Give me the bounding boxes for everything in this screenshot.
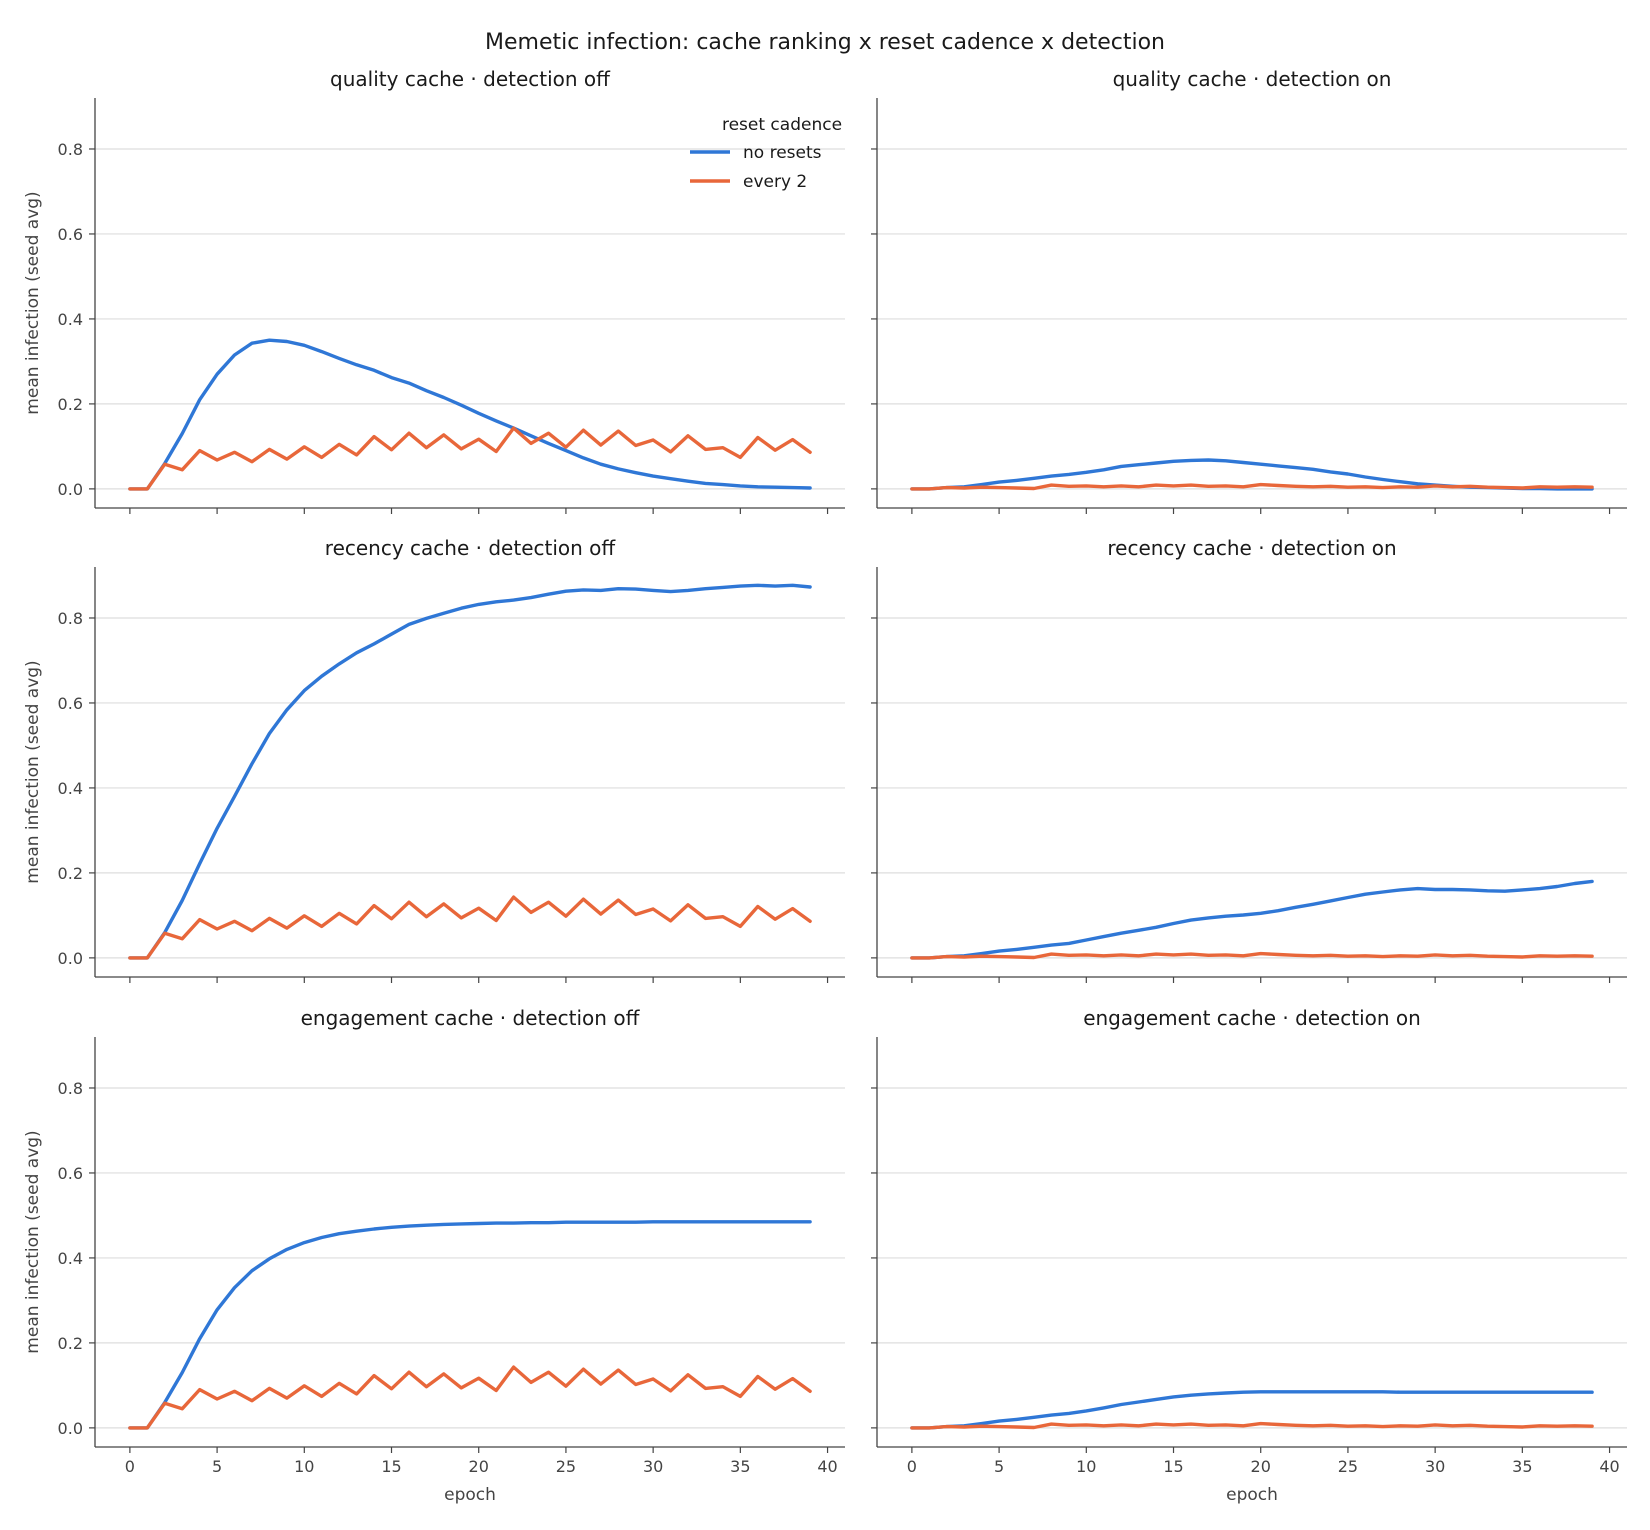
x-tick-label: 20	[469, 1457, 489, 1476]
y-tick-label: 0.8	[58, 609, 83, 628]
series-line-every-2	[910, 482, 1594, 491]
subplot-title: engagement cache · detection off	[301, 1006, 641, 1030]
x-tick-label: 10	[1076, 1457, 1096, 1476]
subplot-6: engagement cache · detection on 0 5 10 15 20 2…	[871, 1006, 1627, 1505]
x-tick-label: 25	[556, 1457, 576, 1476]
x-tick-label: 40	[1599, 1457, 1619, 1476]
x-tick-label: 15	[1163, 1457, 1183, 1476]
x-axis-label: epoch	[1226, 1485, 1278, 1505]
y-tick-label: 0.8	[58, 1079, 83, 1098]
subplot-title: engagement cache · detection on	[1083, 1006, 1421, 1030]
legend-title: reset cadence	[722, 115, 842, 135]
x-tick-label: 35	[730, 1457, 750, 1476]
x-tick-label: 20	[1251, 1457, 1271, 1476]
legend-label: no resets	[743, 143, 822, 163]
y-tick-label: 0.0	[58, 480, 83, 499]
subplot-1: quality cache · detection off 0.0 0.2 0.4 0.…	[23, 67, 845, 514]
figure-title: Memetic infection: cache ranking x reset…	[485, 30, 1165, 55]
series-line-no-resets	[128, 1220, 812, 1430]
series-line-every-2	[128, 426, 812, 491]
x-tick-label: 5	[994, 1457, 1004, 1476]
subplot-title: recency cache · detection on	[1107, 536, 1396, 560]
x-tick-label: 10	[294, 1457, 314, 1476]
subplot-title: quality cache · detection on	[1113, 67, 1392, 91]
legend-label: every 2	[743, 172, 807, 192]
y-tick-label: 0.6	[58, 694, 83, 713]
x-tick-label: 35	[1512, 1457, 1532, 1476]
series-line-no-resets	[128, 583, 812, 960]
legend: reset cadence no resets every 2	[690, 115, 842, 192]
y-tick-label: 0.6	[58, 1164, 83, 1183]
x-tick-label: 30	[643, 1457, 663, 1476]
subplot-title: recency cache · detection off	[325, 536, 617, 560]
y-tick-label: 0.8	[58, 140, 83, 159]
series-line-no-resets	[910, 1390, 1594, 1430]
y-tick-label: 0.0	[58, 1419, 83, 1438]
subplot-title: quality cache · detection off	[330, 67, 611, 91]
x-tick-label: 30	[1425, 1457, 1445, 1476]
series-line-no-resets	[910, 879, 1594, 960]
x-tick-label: 0	[907, 1457, 917, 1476]
y-tick-label: 0.2	[58, 864, 83, 883]
y-tick-label: 0.4	[58, 1249, 83, 1268]
subplot-3: recency cache · detection off 0.0 0.2 0.4 0.…	[23, 536, 845, 983]
series-line-every-2	[910, 1421, 1594, 1430]
x-tick-label: 25	[1338, 1457, 1358, 1476]
y-tick-label: 0.2	[58, 1334, 83, 1353]
x-axis-label: epoch	[444, 1485, 496, 1505]
y-tick-label: 0.0	[58, 949, 83, 968]
y-axis-label: mean infection (seed avg)	[23, 191, 43, 414]
series-line-no-resets	[128, 338, 812, 491]
y-tick-label: 0.2	[58, 395, 83, 414]
y-tick-label: 0.4	[58, 779, 83, 798]
y-tick-label: 0.6	[58, 225, 83, 244]
x-tick-label: 40	[817, 1457, 837, 1476]
series-line-every-2	[128, 895, 812, 960]
x-tick-label: 0	[125, 1457, 135, 1476]
y-axis-label: mean infection (seed avg)	[23, 1130, 43, 1353]
subplot-4: recency cache · detection on	[871, 536, 1627, 983]
y-axis-label: mean infection (seed avg)	[23, 660, 43, 883]
x-tick-label: 15	[381, 1457, 401, 1476]
subplot-5: engagement cache · detection off 0.0 0.2 0.…	[23, 1006, 845, 1505]
subplot-2: quality cache · detection on	[871, 67, 1627, 514]
series-line-every-2	[128, 1365, 812, 1430]
y-tick-label: 0.4	[58, 310, 83, 329]
panel-grid: quality cache · detection off 0.0 0.2 0.4 0.…	[23, 67, 1627, 1505]
series-line-every-2	[910, 951, 1594, 960]
x-tick-label: 5	[212, 1457, 222, 1476]
